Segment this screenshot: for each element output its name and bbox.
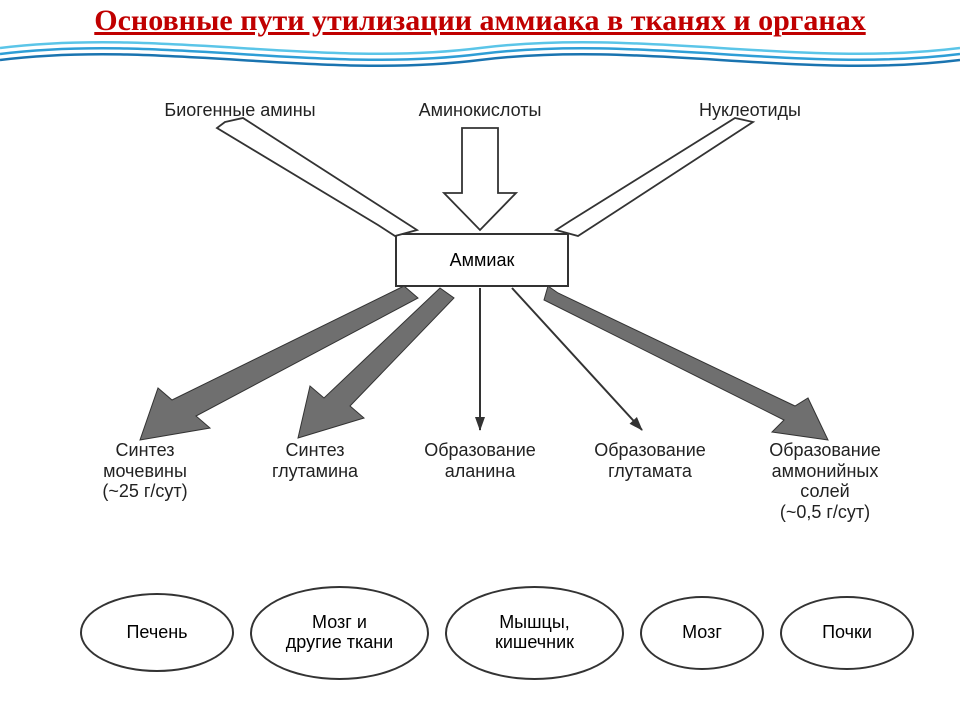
path-p5-line4: (~0,5 г/сут) — [780, 502, 870, 522]
arrow-in-left — [217, 118, 417, 236]
organ-o4-label: Мозг — [682, 623, 722, 643]
path-p2-line1: Синтез — [286, 440, 345, 460]
arrow-in-center — [444, 128, 516, 230]
slide: Основные пути утилизации аммиака в тканя… — [0, 0, 960, 720]
path-p1-line1: Синтез — [116, 440, 175, 460]
organ-o4: Мозг — [640, 596, 764, 670]
organ-o3: Мышцы, кишечник — [445, 586, 624, 680]
path-p2-line2: глутамина — [272, 461, 358, 481]
path-p5-line1: Образование — [769, 440, 881, 460]
diagram-area: Биогенные амины Аминокислоты Нуклеотиды … — [0, 88, 960, 720]
organ-o2-line1: Мозг и — [312, 612, 367, 632]
organ-o2: Мозг и другие ткани — [250, 586, 429, 680]
path-p3-line2: аланина — [445, 461, 515, 481]
path-p3-line1: Образование — [424, 440, 536, 460]
page-title: Основные пути утилизации аммиака в тканя… — [94, 4, 865, 37]
path-label-p4: Образование глутамата — [570, 440, 730, 481]
path-p1-line2: мочевины — [103, 461, 187, 481]
title-band: Основные пути утилизации аммиака в тканя… — [60, 2, 900, 82]
path-p5-line3: солей — [800, 481, 849, 501]
organ-o2-label: Мозг и другие ткани — [286, 613, 393, 653]
path-label-p3: Образование аланина — [400, 440, 560, 481]
organ-o5: Почки — [780, 596, 914, 670]
path-label-p2: Синтез глутамина — [245, 440, 385, 481]
path-p1-line3: (~25 г/сут) — [102, 481, 187, 501]
organ-o1: Печень — [80, 593, 234, 672]
path-p4-line2: глутамата — [608, 461, 692, 481]
path-p4-line1: Образование — [594, 440, 706, 460]
path-label-p1: Синтез мочевины (~25 г/сут) — [70, 440, 220, 502]
organ-o1-label: Печень — [126, 623, 187, 643]
organ-o2-line2: другие ткани — [286, 632, 393, 652]
arrow-out-p5 — [544, 286, 828, 440]
path-label-p5: Образование аммонийных солей (~0,5 г/сут… — [740, 440, 910, 523]
organ-o5-label: Почки — [822, 623, 872, 643]
organ-o3-label: Мышцы, кишечник — [495, 613, 574, 653]
organ-o3-line2: кишечник — [495, 632, 574, 652]
path-p5-line2: аммонийных — [772, 461, 879, 481]
organ-o3-line1: Мышцы, — [499, 612, 570, 632]
arrow-in-right — [556, 118, 753, 236]
